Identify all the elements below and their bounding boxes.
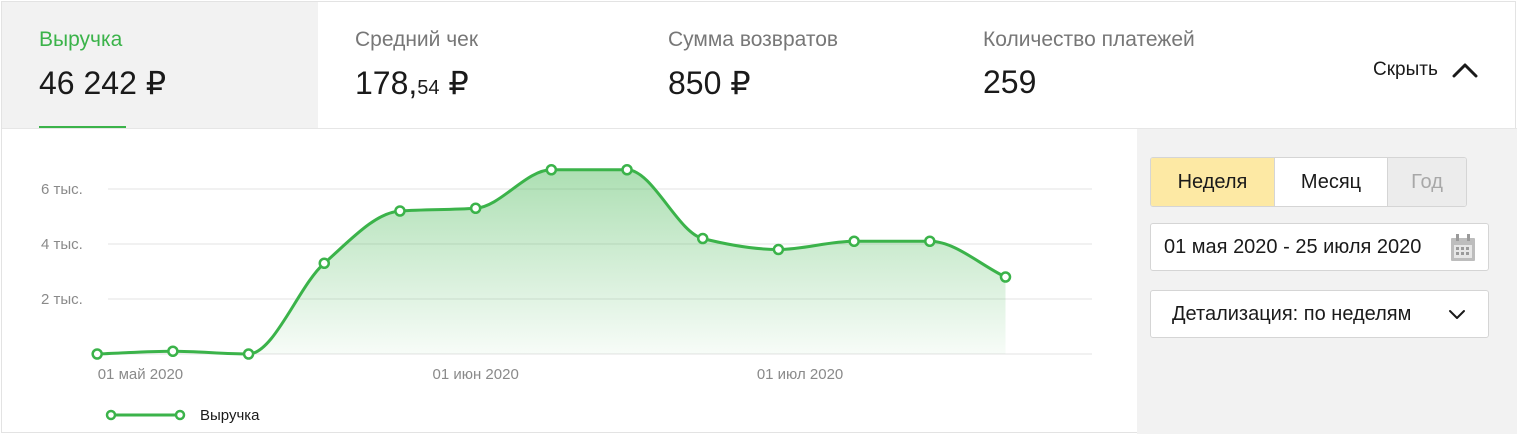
chart-controls-panel: Неделя Месяц Год 01 мая 2020 - 25 июля 2…: [1137, 129, 1517, 434]
period-year-button: Год: [1388, 158, 1466, 206]
x-tick-label: 01 июл 2020: [757, 366, 843, 383]
data-point[interactable]: [924, 235, 936, 247]
data-point[interactable]: [696, 232, 709, 245]
data-point[interactable]: [999, 271, 1012, 283]
period-week-button[interactable]: Неделя: [1151, 158, 1275, 206]
metric-value: 178,54 ₽: [355, 65, 469, 101]
y-tick-label: 4 тыс.: [41, 236, 83, 253]
metric-label: Выручка: [39, 28, 123, 51]
metric-tab-revenue[interactable]: Выручка 46 242 ₽: [2, 2, 318, 129]
y-tick-label: 2 тыс.: [41, 291, 83, 308]
metric-tab-refunds[interactable]: Сумма возвратов 850 ₽: [634, 2, 950, 129]
legend-label: Выручка: [200, 407, 260, 424]
metric-tab-average-check[interactable]: Средний чек 178,54 ₽: [318, 2, 634, 129]
metric-value: 259: [983, 64, 1037, 100]
legend-marker: [105, 409, 117, 421]
chevron-up-icon: [1452, 63, 1478, 78]
metric-value: 850 ₽: [668, 65, 751, 101]
data-point[interactable]: [848, 235, 860, 247]
hide-chart-button[interactable]: Скрыть: [1373, 56, 1478, 84]
header-divider: [2, 128, 1517, 129]
metric-label: Сумма возвратов: [668, 28, 839, 51]
detail-dropdown[interactable]: Детализация: по неделям: [1150, 290, 1489, 338]
data-point[interactable]: [242, 348, 255, 360]
hide-chart-label: Скрыть: [1373, 59, 1438, 80]
legend-marker: [174, 409, 186, 421]
series-area-revenue: [97, 169, 1006, 354]
x-tick-label: 01 май 2020: [98, 366, 183, 383]
x-tick-label: 01 июн 2020: [432, 366, 518, 383]
metric-label: Средний чек: [355, 28, 479, 51]
data-point[interactable]: [167, 345, 179, 357]
chart-legend[interactable]: Выручка: [105, 407, 260, 424]
metric-value: 46 242 ₽: [39, 65, 167, 101]
data-point[interactable]: [318, 257, 331, 269]
revenue-chart-svg: 2 тыс. 4 тыс. 6 тыс. 01 май 2020 01 июн 2020…: [41, 164, 1092, 424]
data-point[interactable]: [469, 202, 482, 214]
calendar-icon[interactable]: [1450, 234, 1476, 262]
metric-tab-payments-count[interactable]: Количество платежей 259: [950, 2, 1266, 129]
detail-dropdown-label: Детализация: по неделям: [1172, 302, 1412, 325]
data-point[interactable]: [91, 348, 103, 360]
y-tick-label: 6 тыс.: [41, 181, 83, 198]
data-point[interactable]: [394, 205, 406, 217]
metrics-bar: Выручка 46 242 ₽ Средний чек 178,54 ₽ Су…: [2, 2, 1517, 129]
data-point[interactable]: [621, 164, 633, 176]
chevron-down-icon: [1449, 310, 1465, 319]
period-month-button[interactable]: Месяц: [1275, 158, 1388, 206]
active-tab-underline: [39, 126, 126, 129]
date-range-value: 01 мая 2020 - 25 июля 2020: [1164, 235, 1422, 258]
date-range-picker[interactable]: 01 мая 2020 - 25 июля 2020: [1150, 223, 1489, 271]
data-point[interactable]: [545, 164, 558, 176]
revenue-chart: 2 тыс. 4 тыс. 6 тыс. 01 май 2020 01 июн 2020…: [2, 129, 1137, 434]
metric-label: Количество платежей: [983, 28, 1195, 51]
data-point[interactable]: [772, 243, 785, 256]
period-selector: Неделя Месяц Год: [1150, 157, 1467, 207]
